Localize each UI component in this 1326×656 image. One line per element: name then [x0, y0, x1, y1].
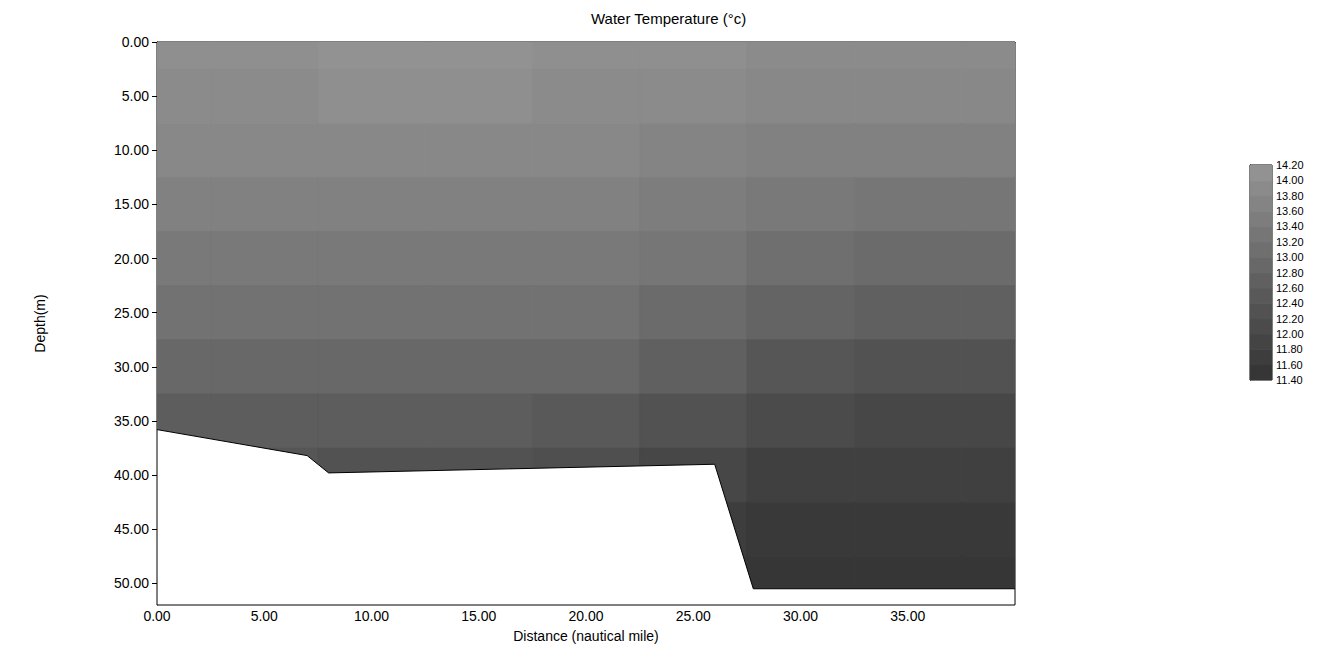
svg-text:Distance (nautical mile): Distance (nautical mile): [513, 628, 659, 644]
svg-text:11.60: 11.60: [1276, 359, 1303, 371]
svg-text:12.80: 12.80: [1276, 267, 1304, 279]
svg-text:10.00: 10.00: [114, 142, 149, 158]
svg-text:35.00: 35.00: [114, 413, 149, 429]
svg-text:13.20: 13.20: [1276, 236, 1304, 248]
svg-text:13.00: 13.00: [1276, 251, 1304, 263]
svg-text:25.00: 25.00: [114, 305, 149, 321]
svg-text:0.00: 0.00: [122, 34, 149, 50]
svg-text:30.00: 30.00: [783, 608, 818, 624]
svg-text:14.00: 14.00: [1276, 174, 1304, 186]
svg-text:50.00: 50.00: [114, 575, 149, 591]
svg-text:10.00: 10.00: [354, 608, 389, 624]
svg-text:45.00: 45.00: [114, 521, 149, 537]
svg-text:30.00: 30.00: [114, 359, 149, 375]
svg-text:12.60: 12.60: [1276, 282, 1304, 294]
svg-text:20.00: 20.00: [568, 608, 603, 624]
svg-text:25.00: 25.00: [676, 608, 711, 624]
svg-text:11.40: 11.40: [1276, 374, 1303, 386]
svg-text:Water Temperature (°c): Water Temperature (°c): [591, 10, 746, 27]
svg-text:0.00: 0.00: [143, 608, 170, 624]
svg-text:13.40: 13.40: [1276, 220, 1304, 232]
svg-text:20.00: 20.00: [114, 251, 149, 267]
svg-text:14.20: 14.20: [1276, 159, 1304, 171]
svg-text:5.00: 5.00: [122, 88, 149, 104]
svg-text:11.80: 11.80: [1276, 343, 1303, 355]
svg-text:12.20: 12.20: [1276, 313, 1304, 325]
svg-text:13.80: 13.80: [1276, 190, 1304, 202]
svg-text:15.00: 15.00: [114, 196, 149, 212]
svg-text:5.00: 5.00: [251, 608, 278, 624]
svg-text:35.00: 35.00: [890, 608, 925, 624]
svg-text:40.00: 40.00: [114, 467, 149, 483]
svg-text:15.00: 15.00: [461, 608, 496, 624]
svg-text:12.40: 12.40: [1276, 297, 1304, 309]
svg-text:12.00: 12.00: [1276, 328, 1304, 340]
svg-text:13.60: 13.60: [1276, 205, 1304, 217]
svg-text:Depth(m): Depth(m): [32, 294, 48, 352]
